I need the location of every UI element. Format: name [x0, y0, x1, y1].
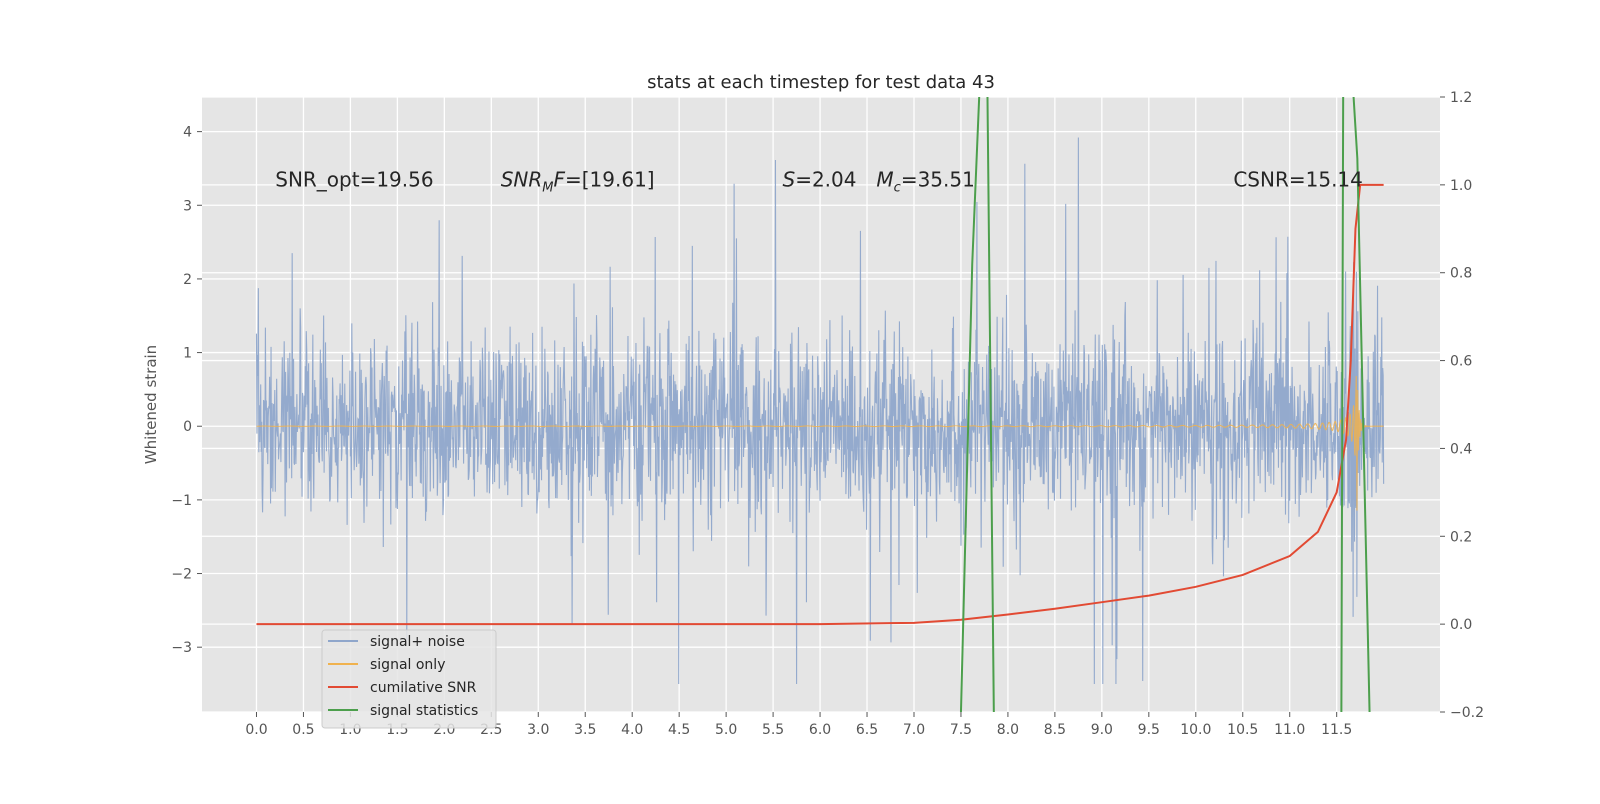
series-signal-noise — [255, 137, 1385, 685]
annotation-part: =35.51 — [901, 167, 975, 191]
annotation-part: M — [542, 180, 553, 195]
x-tick-label: 5.0 — [715, 722, 737, 738]
x-tick-label: 9.0 — [1091, 722, 1113, 738]
y-axis-label: Whitened strain — [142, 345, 160, 464]
y-tick-label-right: 0.4 — [1450, 441, 1472, 457]
annotation-part: S — [782, 167, 795, 191]
annotation-csnr: CSNR=15.14 — [1233, 167, 1363, 191]
x-tick-label: 7.5 — [950, 722, 972, 738]
legend-box — [321, 629, 497, 729]
x-tick-label: 5.5 — [762, 722, 784, 738]
series-signal-statistics — [959, 97, 995, 712]
x-tick-label: 10.0 — [1180, 722, 1211, 738]
annotation-part: =[19.61] — [565, 167, 655, 191]
x-tick-label: 4.5 — [668, 722, 690, 738]
y-tick-label-right: 1.2 — [1450, 90, 1472, 106]
x-tick-label: 11.5 — [1321, 722, 1352, 738]
legend-label: signal only — [370, 657, 445, 673]
x-tick-label: 8.5 — [1044, 722, 1066, 738]
annotation-part: F — [553, 167, 565, 191]
annotation-mc-value: Mc=35.51 — [876, 167, 974, 195]
y-tick-label-right: 1.0 — [1450, 178, 1472, 194]
annotation-part: SNR — [501, 167, 543, 191]
y-tick-label-right: 0.8 — [1450, 266, 1472, 282]
x-tick-label: 3.0 — [527, 722, 549, 738]
x-tick-label: 4.0 — [621, 722, 643, 738]
x-tick-label: 6.5 — [856, 722, 878, 738]
y-tick-label: 0 — [183, 419, 192, 435]
x-tick-label: 11.0 — [1274, 722, 1305, 738]
series-cumilative-snr — [256, 183, 1384, 626]
annotation-part: M — [876, 167, 893, 191]
annotation-s-value: S=2.04 — [782, 167, 856, 191]
legend-label: signal statistics — [370, 703, 478, 719]
y-tick-label: −2 — [171, 567, 192, 583]
y-tick-label-right: 0.2 — [1450, 529, 1472, 545]
annotation-part: =2.04 — [795, 167, 856, 191]
x-tick-label: 0.0 — [245, 722, 267, 738]
y-tick-label: 2 — [183, 272, 192, 288]
y-tick-label-right: −0.2 — [1450, 705, 1484, 721]
legend-label: cumilative SNR — [370, 680, 477, 696]
x-tick-label: 0.5 — [292, 722, 314, 738]
y-tick-label: −1 — [171, 493, 192, 509]
legend-label: signal+ noise — [370, 634, 465, 650]
y-tick-label: 1 — [183, 346, 192, 362]
annotation-snr-opt: SNR_opt=19.56 — [275, 167, 433, 191]
y-tick-label: −3 — [171, 640, 192, 656]
y-tick-label-right: 0.6 — [1450, 354, 1472, 370]
annotation-part: c — [894, 180, 901, 195]
series-signal-statistics — [1340, 97, 1371, 712]
x-tick-label: 6.0 — [809, 722, 831, 738]
y-tick-label-right: 0.0 — [1450, 617, 1472, 633]
x-tick-label: 7.0 — [903, 722, 925, 738]
annotation-snr-mf: SNRMF=[19.61] — [501, 167, 655, 195]
y-tick-label: 3 — [183, 198, 192, 214]
x-tick-label: 3.5 — [574, 722, 596, 738]
x-tick-label: 9.5 — [1138, 722, 1160, 738]
x-tick-label: 8.0 — [997, 722, 1019, 738]
y-tick-label: 4 — [183, 125, 192, 141]
series-signal-only — [256, 376, 1384, 511]
x-tick-label: 10.5 — [1227, 722, 1258, 738]
chart-title: stats at each timestep for test data 43 — [647, 72, 995, 93]
